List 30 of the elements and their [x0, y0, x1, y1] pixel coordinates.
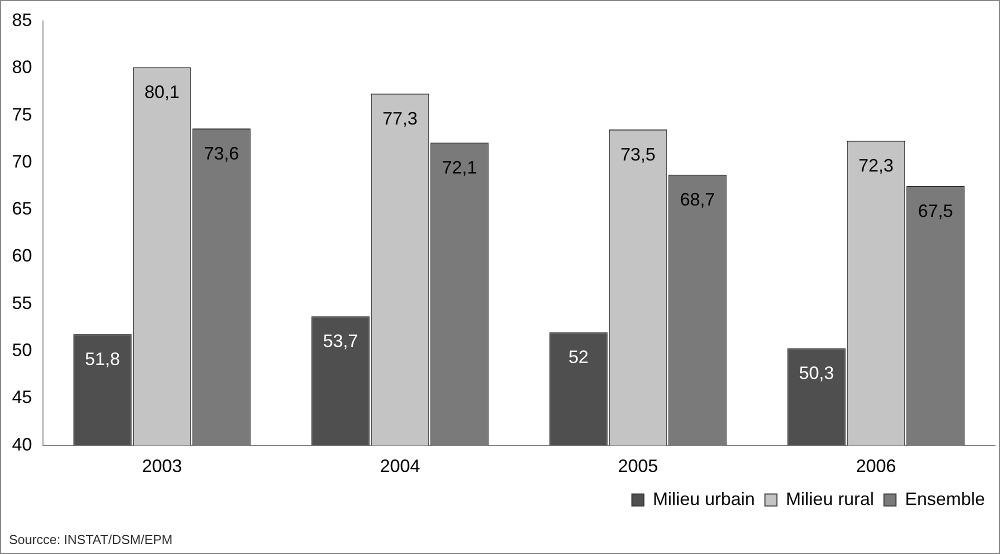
x-tick-label: 2006	[856, 456, 896, 476]
data-label: 80,1	[144, 82, 180, 102]
legend-label: Milieu urbain	[652, 488, 755, 509]
y-tick-label: 50	[12, 340, 32, 360]
y-tick-label: 40	[12, 434, 32, 454]
legend-label: Milieu rural	[786, 488, 874, 509]
y-tick-label: 75	[12, 104, 32, 124]
data-label: 67,5	[918, 201, 954, 222]
data-label: 50,3	[798, 363, 834, 384]
x-tick-label: 2003	[142, 456, 182, 476]
y-tick-label: 45	[12, 387, 32, 408]
y-tick-label: 85	[12, 10, 32, 30]
x-tick-label: 2005	[618, 456, 658, 476]
y-tick-label: 60	[12, 246, 32, 266]
y-tick-label: 80	[12, 57, 32, 78]
legend-label: Ensemble	[904, 488, 986, 509]
data-label: 53,7	[322, 331, 358, 352]
data-label: 72,3	[858, 156, 894, 176]
data-label: 52	[568, 347, 589, 368]
data-label: 51,8	[84, 349, 120, 370]
y-tick-label: 55	[12, 292, 32, 313]
data-label: 77,3	[382, 108, 418, 129]
data-label: 73,5	[620, 144, 656, 164]
data-label: 68,7	[680, 190, 716, 210]
data-label: 73,6	[204, 143, 240, 164]
y-tick-label: 65	[12, 198, 32, 219]
data-label: 72,1	[442, 158, 478, 178]
text: Sourcce: INSTAT/DSM/EPM	[9, 532, 172, 548]
y-tick-label: 70	[12, 151, 32, 172]
x-tick-label: 2004	[380, 456, 420, 476]
